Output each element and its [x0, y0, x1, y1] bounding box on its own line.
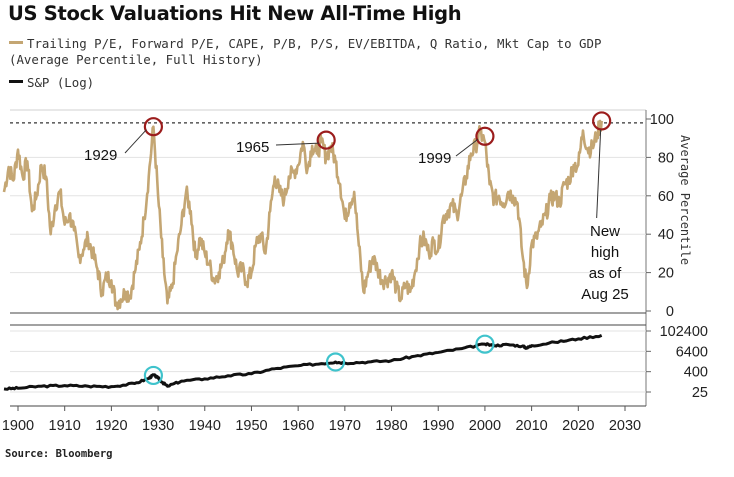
x-tick-label: 1900: [2, 418, 34, 434]
x-tick-label: 2020: [562, 418, 594, 434]
annotation-label-1999: 1999: [418, 150, 451, 167]
peak-marker-circle: [316, 130, 336, 150]
legend-sp-label: S&P (Log): [27, 75, 95, 90]
x-tick-label: 1950: [235, 418, 267, 434]
y-tick-label-top: 0: [666, 304, 674, 320]
legend-sp: S&P (Log): [9, 75, 94, 91]
x-tick-label: 2010: [515, 418, 547, 434]
sp-marker-circle: [143, 365, 164, 386]
source-note: Source: Bloomberg: [5, 448, 113, 460]
y-tick-label-bottom: 400: [684, 365, 708, 381]
annotation-leader: [596, 129, 602, 219]
x-tick-label: 1970: [329, 418, 361, 434]
annotation-label-1965: 1965: [236, 139, 269, 156]
series-sp-line: [3, 334, 603, 391]
x-tick-label: 2000: [469, 418, 501, 434]
annotation-leader: [124, 129, 147, 154]
sp-marker-circle: [325, 352, 346, 372]
legend-swatch-percentile: [9, 41, 23, 44]
annotation-leader: [455, 138, 479, 157]
annotation-leader: [275, 142, 320, 146]
x-tick-label: 2030: [609, 418, 641, 434]
legend-percentile: Trailing P/E, Forward P/E, CAPE, P/B, P/…: [9, 36, 601, 68]
legend-percentile-line1: Trailing P/E, Forward P/E, CAPE, P/B, P/…: [27, 36, 602, 51]
legend-percentile-line2: (Average Percentile, Full History): [9, 52, 263, 67]
y-tick-label-top: 20: [658, 266, 674, 282]
x-tick-label: 1910: [49, 418, 81, 434]
x-tick-label: 1990: [422, 418, 454, 434]
peak-marker-circle: [143, 117, 164, 137]
chart-title: US Stock Valuations Hit New All-Time Hig…: [8, 2, 462, 25]
y-axis-title: Average Percentile: [678, 135, 692, 265]
y-tick-label-bottom: 102400: [660, 324, 708, 340]
y-tick-label-bottom: 25: [692, 385, 708, 401]
legend-swatch-sp: [9, 80, 23, 83]
x-tick-label: 1980: [375, 418, 407, 434]
series-percentile-line: [2, 119, 603, 311]
peak-marker-circle: [475, 126, 495, 146]
y-tick-label-bottom: 6400: [676, 344, 708, 360]
x-tick-label: 1940: [189, 418, 221, 434]
sp-marker-circle: [475, 334, 495, 354]
y-tick-label-top: 80: [658, 150, 674, 166]
y-tick-label-top: 60: [658, 189, 674, 205]
x-tick-label: 1960: [282, 418, 314, 434]
x-tick-label: 1920: [95, 418, 127, 434]
x-tick-label: 1930: [142, 418, 174, 434]
annotation-label-1929: 1929: [84, 147, 117, 164]
peak-marker-circle: [592, 111, 612, 131]
annotation-label-new-high: New high as of Aug 25: [581, 223, 629, 303]
y-tick-label-top: 100: [650, 112, 674, 128]
y-tick-label-top: 40: [658, 227, 674, 243]
